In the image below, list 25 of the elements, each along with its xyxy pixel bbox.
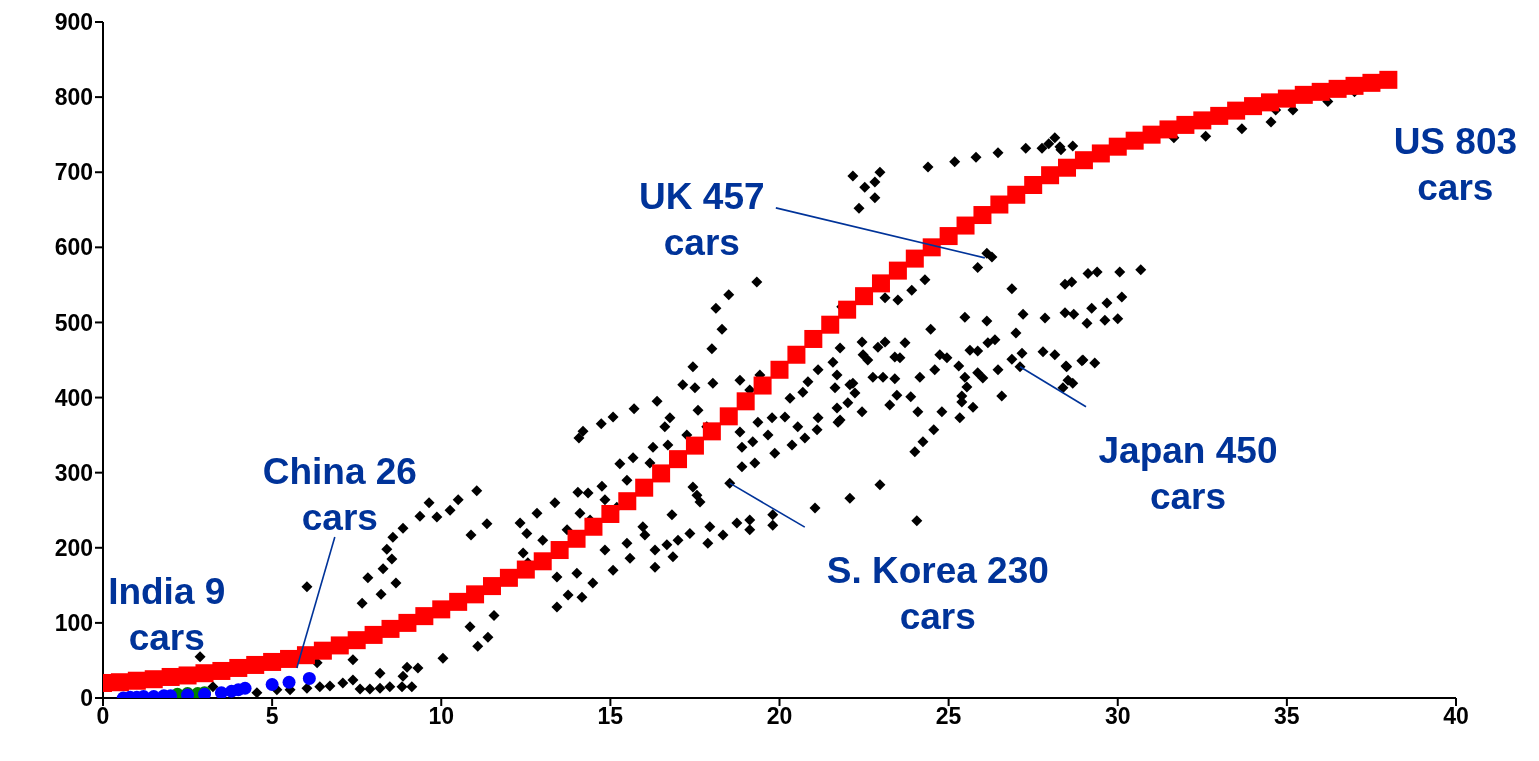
x-tick-label: 15 <box>597 703 624 730</box>
y-tick-label: 0 <box>80 685 93 712</box>
annotation: UK 457 cars <box>639 175 765 263</box>
x-tick-label: 5 <box>265 703 279 730</box>
annotation: China 26 cars <box>262 450 417 538</box>
x-tick-label: 10 <box>428 703 455 730</box>
annotation: US 803 cars <box>1393 120 1518 208</box>
y-tick-label: 900 <box>54 9 93 36</box>
annotation: India 9 cars <box>108 571 226 658</box>
y-tick-label: 600 <box>54 234 93 261</box>
y-tick-label: 800 <box>54 84 93 111</box>
x-tick-label: 40 <box>1443 703 1469 730</box>
y-tick-label: 300 <box>54 459 93 486</box>
annotation: Japan 450 cars <box>1098 429 1278 517</box>
x-tick-label: 20 <box>766 703 793 730</box>
y-tick-label: 200 <box>54 534 93 561</box>
y-tick-label: 100 <box>54 610 93 637</box>
x-tick-label: 35 <box>1274 703 1300 730</box>
y-tick-label: 500 <box>54 309 93 336</box>
y-tick-label: 700 <box>54 159 93 186</box>
x-tick-label: 0 <box>96 703 110 730</box>
annotation: S. Korea 230 cars <box>826 550 1049 638</box>
y-tick-label: 400 <box>54 384 93 411</box>
x-tick-label: 30 <box>1104 703 1131 730</box>
x-tick-label: 25 <box>935 703 962 730</box>
